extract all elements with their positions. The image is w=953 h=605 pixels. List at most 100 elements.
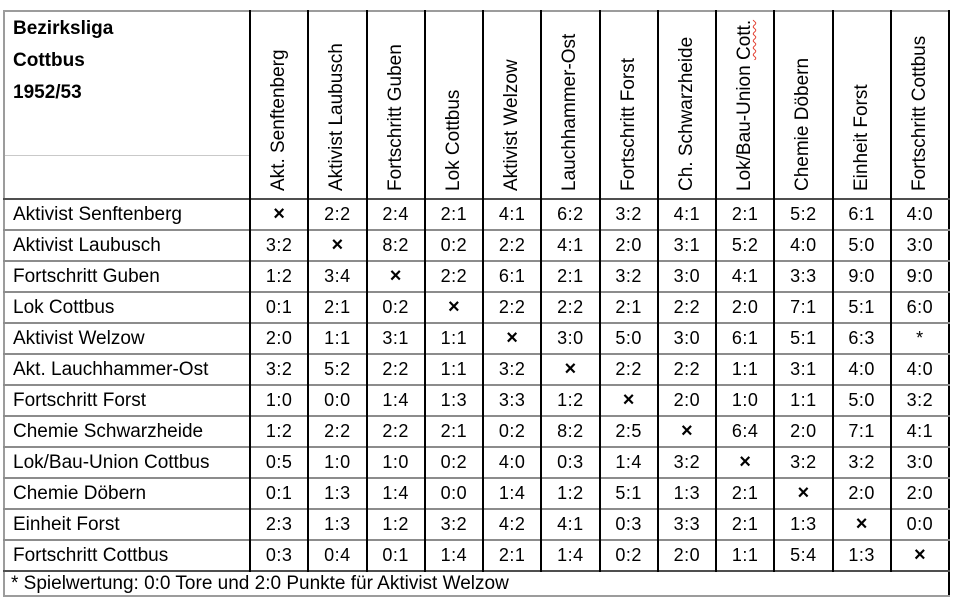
team-row-label: Lok/Bau-Union Cottbus <box>4 446 250 478</box>
team-row-label: Einheit Forst <box>4 508 250 540</box>
result-cell: 5:1 <box>773 322 833 354</box>
result-cell: 2:1 <box>714 477 775 509</box>
league-region: Cottbus <box>13 50 85 71</box>
result-cell: 2:2 <box>481 229 542 261</box>
result-cell: 2:1 <box>481 539 542 571</box>
result-cell: 1:1 <box>714 539 775 571</box>
result-cell: 2:4 <box>365 198 425 230</box>
result-cell: 1:1 <box>714 353 775 385</box>
team-row-label: Aktivist Laubusch <box>4 229 250 261</box>
result-cell: 1:1 <box>423 353 483 385</box>
result-cell: 3:2 <box>889 384 949 416</box>
result-cell: 5:2 <box>714 229 775 261</box>
result-cell: 0:2 <box>423 446 483 478</box>
table-footer: * Spielwertung: 0:0 Tore und 2:0 Punkte … <box>4 570 949 596</box>
result-cell: 3:2 <box>773 446 833 478</box>
result-cell: 3:3 <box>656 508 716 540</box>
result-cell: * <box>889 322 949 354</box>
column-header: Lok Cottbus <box>423 11 483 199</box>
table-row: Fortschritt Guben 1:2 3:4 × 2:2 6:1 2:1 3:2 3:0 4… <box>4 260 949 292</box>
result-cell: 0:2 <box>423 229 483 261</box>
diagonal-cross-cell: × <box>307 229 367 261</box>
column-header-label: Chemie Döbern <box>792 57 814 191</box>
column-header: Fortschritt Forst <box>598 11 658 199</box>
diagonal-cross-cell: × <box>481 322 542 354</box>
result-cell: 1:2 <box>248 260 309 292</box>
result-cell: 0:2 <box>481 415 542 447</box>
column-header-label: Lok/Bau-Union Cott. <box>734 19 756 191</box>
column-header-label: Fortschritt Guben <box>384 44 406 191</box>
result-cell: 1:3 <box>307 477 367 509</box>
result-cell: 7:1 <box>831 415 891 447</box>
table-row: Einheit Forst 2:3 1:3 1:2 3:2 4:2 4:1 0:3 3:3 2:1… <box>4 508 949 540</box>
result-cell: 6:1 <box>831 198 891 230</box>
result-cell: 1:3 <box>656 477 716 509</box>
result-cell: 5:0 <box>598 322 658 354</box>
column-header-label: Lok Cottbus <box>442 89 464 191</box>
result-cell: 6:2 <box>540 198 600 230</box>
league-name: Bezirksliga <box>13 18 114 39</box>
result-cell: 2:0 <box>714 291 775 323</box>
result-cell: 2:2 <box>365 415 425 447</box>
result-cell: 2:0 <box>598 229 658 261</box>
table-row: Lok/Bau-Union Cottbus 0:5 1:0 1:0 0:2 4:0 0:3 1… <box>4 446 949 478</box>
column-header: Lauchhammer-Ost <box>540 11 600 199</box>
result-cell: 5:1 <box>831 291 891 323</box>
table-row: Aktivist Senftenberg × 2:2 2:4 2:1 4:1 6:2 3:2 4… <box>4 198 949 230</box>
result-cell: 3:2 <box>481 353 542 385</box>
result-cell: 2:0 <box>656 539 716 571</box>
column-header: Ch. Schwarzheide <box>656 11 716 199</box>
column-header-label: Aktivist Laubusch <box>326 43 348 191</box>
diagonal-cross-cell: × <box>773 477 833 509</box>
result-cell: 0:3 <box>598 508 658 540</box>
column-header: Fortschritt Cottbus <box>889 11 949 199</box>
team-row-label: Akt. Lauchhammer-Ost <box>4 353 250 385</box>
result-cell: 2:2 <box>598 353 658 385</box>
result-cell: 2:1 <box>714 508 775 540</box>
misspelled-word: Cott. <box>734 19 756 61</box>
result-cell: 1:1 <box>423 322 483 354</box>
result-cell: 8:2 <box>540 415 600 447</box>
result-cell: 3:0 <box>656 260 716 292</box>
result-cell: 3:1 <box>656 229 716 261</box>
result-cell: 5:2 <box>307 353 367 385</box>
result-cell: 0:2 <box>365 291 425 323</box>
result-cell: 2:0 <box>656 384 716 416</box>
table-row: Aktivist Welzow 2:0 1:1 3:1 1:1 × 3:0 5:0 3:0 6:1… <box>4 322 949 354</box>
result-cell: 1:2 <box>540 384 600 416</box>
diagonal-cross-cell: × <box>365 260 425 292</box>
result-cell: 9:0 <box>831 260 891 292</box>
result-cell: 4:1 <box>540 508 600 540</box>
result-cell: 2:5 <box>598 415 658 447</box>
table-row: Lok Cottbus 0:1 2:1 0:2 × 2:2 2:2 2:1 2:2 2:0 7:1 5… <box>4 291 949 323</box>
team-row-label: Lok Cottbus <box>4 291 250 323</box>
result-cell: 1:4 <box>598 446 658 478</box>
table-row: Chemie Schwarzheide 1:2 2:2 2:2 2:1 0:2 8:2 2:5… <box>4 415 949 447</box>
diagonal-cross-cell: × <box>656 415 716 447</box>
column-header-row: Bezirksliga Cottbus 1952/53 Akt. Senften… <box>4 11 949 199</box>
result-cell: 9:0 <box>889 260 949 292</box>
table-row: Aktivist Laubusch 3:2 × 8:2 0:2 2:2 4:1 2:0 3:1 5… <box>4 229 949 261</box>
column-header-label: Aktivist Welzow <box>501 59 523 191</box>
column-header-label: Akt. Senftenberg <box>268 49 290 191</box>
table-row: Fortschritt Cottbus 0:3 0:4 0:1 1:4 2:1 1:4 0:2… <box>4 539 949 571</box>
results-body: Aktivist Senftenberg × 2:2 2:4 2:1 4:1 6:2 3:2 4… <box>4 198 949 571</box>
column-header: Aktivist Laubusch <box>307 11 367 199</box>
result-cell: 0:1 <box>248 477 309 509</box>
result-cell: 3:0 <box>889 229 949 261</box>
result-cell: 3:3 <box>773 260 833 292</box>
table-title-cell: Bezirksliga Cottbus 1952/53 <box>4 11 250 199</box>
cell-divider-line <box>5 155 249 156</box>
result-cell: 2:0 <box>889 477 949 509</box>
result-cell: 2:2 <box>307 415 367 447</box>
result-cell: 1:4 <box>423 539 483 571</box>
column-header-label: Lauchhammer-Ost <box>559 33 581 191</box>
result-cell: 5:4 <box>773 539 833 571</box>
result-cell: 4:1 <box>889 415 949 447</box>
diagonal-cross-cell: × <box>889 539 949 571</box>
result-cell: 4:1 <box>481 198 542 230</box>
result-cell: 1:3 <box>307 508 367 540</box>
result-cell: 1:0 <box>307 446 367 478</box>
column-header: Chemie Döbern <box>773 11 833 199</box>
result-cell: 6:4 <box>714 415 775 447</box>
